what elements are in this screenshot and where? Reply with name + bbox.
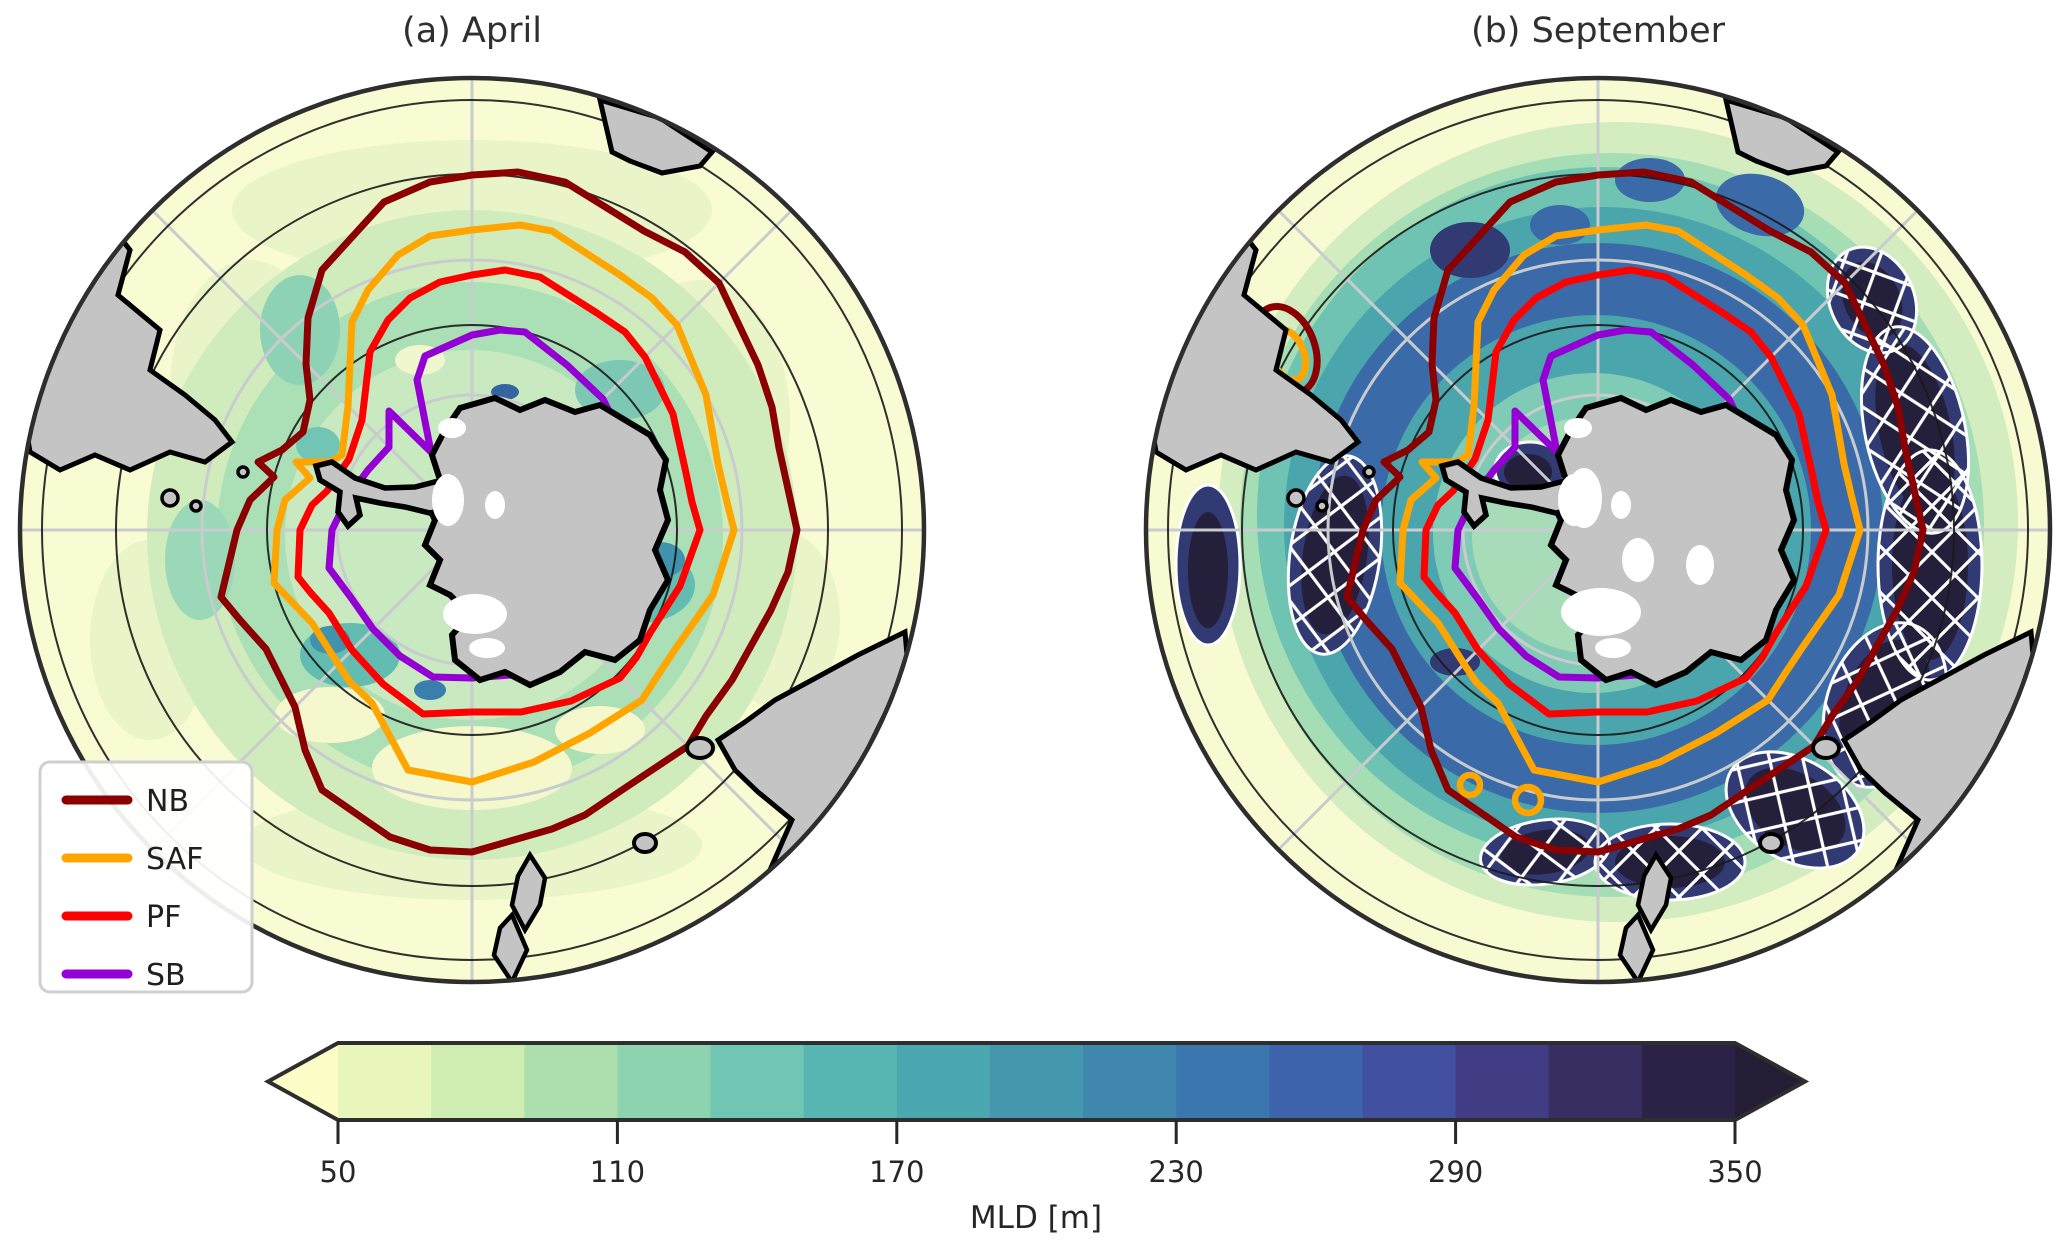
colorbar-ticks (336, 1120, 1737, 1144)
colorbar-segment (1176, 1043, 1271, 1120)
legend-box (38, 760, 254, 994)
panel-a-map-content (20, 78, 924, 982)
colorbar-segment (803, 1043, 898, 1120)
panel-a-map: (a) April (17, 11, 927, 985)
colorbar-segment (1455, 1043, 1550, 1120)
saf-closed-loop-b-2 (1456, 771, 1484, 799)
colorbar-tick-label: 350 (1707, 1155, 1762, 1189)
colorbar-over-arrow (1735, 1043, 1805, 1120)
colorbar-segment (1083, 1043, 1178, 1120)
legend-label-pf: PF (146, 900, 181, 935)
panel-b-title: (b) September (1471, 11, 1726, 51)
panel-a-map-border (17, 75, 927, 985)
legend-label-saf: SAF (146, 842, 203, 877)
colorbar-tick-label: 290 (1428, 1155, 1483, 1189)
saf-closed-loop-b-1 (1511, 783, 1545, 817)
panel-b-map-border (1143, 75, 2053, 985)
colorbar-segment (431, 1043, 526, 1120)
colorbar-segment (1641, 1043, 1735, 1120)
colorbar-tick-label: 50 (320, 1155, 357, 1189)
panel-b-map-content (1144, 78, 2050, 982)
legend-label-nb: NB (146, 784, 189, 819)
panel-b-landmasses (1144, 100, 2033, 982)
colorbar-axis-label: MLD [m] (970, 1200, 1102, 1236)
panel-b-deep-mld-band (1174, 245, 1984, 902)
panel-b-map: (b) September (1143, 11, 2053, 985)
colorbar-segment (524, 1043, 619, 1120)
colorbar-under-arrow (268, 1043, 338, 1120)
colorbar-tick-label: 110 (590, 1155, 645, 1189)
colorbar-tick-label: 230 (1149, 1155, 1204, 1189)
colorbar-tick-labels: 50 110 170 230 290 350 (320, 1155, 1763, 1189)
colorbar-segment (989, 1043, 1084, 1120)
legend-label-sb: SB (146, 958, 186, 993)
colorbar-tick-label: 170 (869, 1155, 924, 1189)
colorbar-segment (896, 1043, 991, 1120)
colorbar-segment (710, 1043, 805, 1120)
colorbar-segment (1548, 1043, 1643, 1120)
colorbar-segment (617, 1043, 712, 1120)
deep-mld-white-contour (1174, 245, 1984, 902)
panel-a-title: (a) April (402, 11, 542, 51)
colorbar-segment (1362, 1043, 1457, 1120)
colorbar-segments (338, 1043, 1735, 1120)
fronts-legend: NB SAF PF SB (38, 760, 254, 994)
colorbar-segment (1269, 1043, 1364, 1120)
mld-colorbar: 50 110 170 230 290 350 MLD [m] (263, 1041, 1810, 1236)
colorbar-segment (338, 1043, 432, 1120)
